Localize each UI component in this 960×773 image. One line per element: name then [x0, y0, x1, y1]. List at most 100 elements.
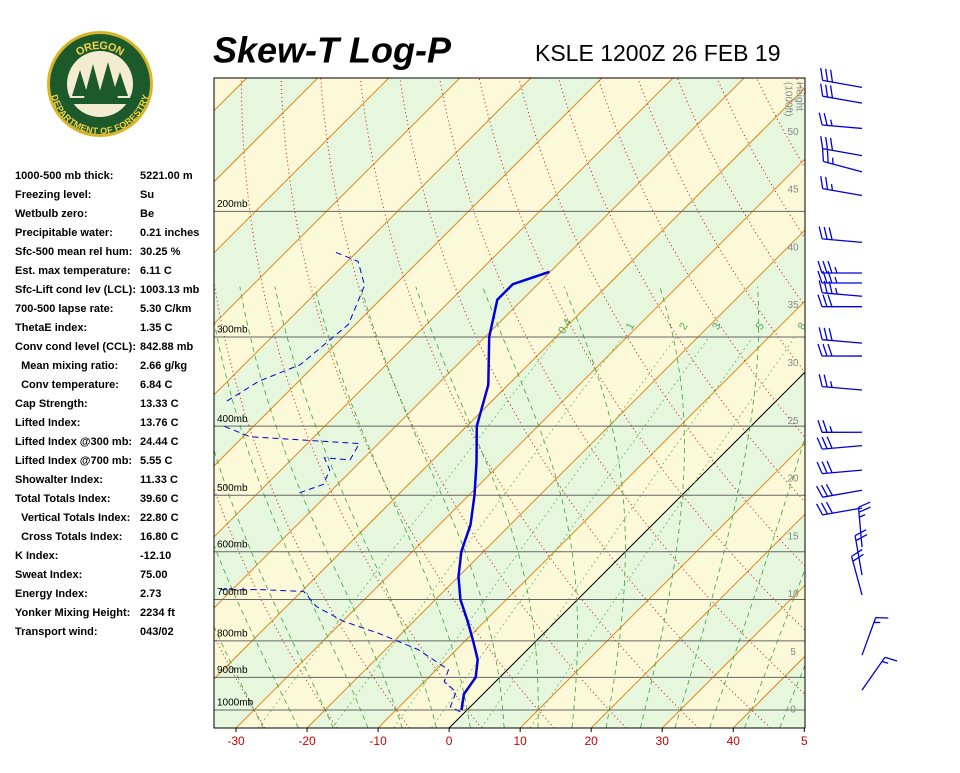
stat-label: Sweat Index: — [15, 569, 82, 581]
stat-value: 39.60 C — [140, 493, 179, 505]
y2-tick-label: 10 — [787, 589, 799, 600]
stat-label: Vertical Totals Index: — [15, 512, 130, 524]
wind-barb — [818, 420, 862, 432]
wind-barb — [862, 657, 897, 690]
y2-tick-label: 15 — [787, 531, 799, 542]
y2-tick-label: 40 — [787, 242, 799, 253]
stat-value: Be — [140, 208, 154, 220]
stat-label: Precipitable water: — [15, 227, 113, 239]
y-tick-label: 600mb — [217, 539, 248, 550]
wind-barb — [817, 437, 862, 449]
moist-adiabat — [815, 287, 960, 728]
wind-barb — [819, 113, 862, 129]
stat-label: Freezing level: — [15, 189, 91, 201]
wind-barb — [818, 344, 862, 356]
x-tick-label: 40 — [727, 734, 741, 748]
stat-value: Su — [140, 189, 154, 201]
logo-ground — [70, 98, 130, 104]
stat-value: -12.10 — [140, 550, 171, 562]
stat-value: 0.21 inches — [140, 227, 199, 239]
wind-barb — [817, 484, 862, 497]
stat-label: Yonker Mixing Height: — [15, 607, 130, 619]
y2-tick-label: 35 — [787, 300, 799, 311]
stat-label: Transport wind: — [15, 626, 98, 638]
wind-barb — [819, 227, 862, 243]
stat-value: 30.25 % — [140, 246, 181, 258]
stat-value: 2.66 g/kg — [140, 360, 187, 372]
y-tick-label: 200mb — [217, 199, 248, 210]
isotherm — [804, 78, 960, 728]
stat-label: Mean mixing ratio: — [15, 360, 118, 372]
stat-label: Conv temperature: — [15, 379, 119, 391]
y-tick-label: 900mb — [217, 665, 248, 676]
stat-label: Energy Index: — [15, 588, 88, 600]
stat-value: 75.00 — [140, 569, 168, 581]
wind-barb — [819, 327, 862, 343]
y2-tick-label: 20 — [787, 474, 799, 485]
y2-tick-label: 5 — [790, 647, 796, 658]
logo: OREGON DEPARTMENT OF FORESTRY — [47, 31, 153, 137]
stat-label: Sfc-500 mean rel hum: — [15, 246, 132, 258]
y2-tick-label: 45 — [787, 185, 799, 196]
y2-tick-label: 30 — [787, 358, 799, 369]
wind-barb — [821, 68, 862, 87]
wind-barb — [821, 176, 862, 195]
wind-barb — [818, 261, 862, 273]
wind-barb — [819, 374, 862, 390]
stat-value: 22.80 C — [140, 512, 179, 524]
stat-value: 16.80 C — [140, 531, 179, 543]
stat-label: Est. max temperature: — [15, 265, 131, 277]
y2-axis-label: (1000ft) — [782, 82, 793, 116]
stat-label: 1000-500 mb thick: — [15, 170, 113, 182]
stat-value: 2.73 — [140, 588, 161, 600]
y2-axis-label: Height — [793, 82, 804, 111]
dry-adiabat — [836, 78, 960, 728]
stat-value: 13.33 C — [140, 398, 179, 410]
dry-adiabat — [876, 78, 960, 728]
stat-label: Lifted Index: — [15, 417, 80, 429]
stat-value: 13.76 C — [140, 417, 179, 429]
x-tick-label: -20 — [298, 734, 316, 748]
y-tick-label: 800mb — [217, 628, 248, 639]
x-tick-label: -30 — [227, 734, 245, 748]
wind-barb — [817, 502, 862, 515]
y2-tick-label: 50 — [787, 127, 799, 138]
wind-barb — [862, 618, 888, 656]
dry-adiabat — [796, 78, 960, 728]
chart-subtitle: KSLE 1200Z 26 FEB 19 — [535, 40, 781, 66]
stat-value: 5.30 C/km — [140, 303, 192, 315]
stat-label: Lifted Index @300 mb: — [15, 436, 132, 448]
moist-adiabat — [885, 287, 960, 728]
y-tick-label: 500mb — [217, 483, 248, 494]
isotherm — [875, 78, 960, 728]
stat-label: Lifted Index @700 mb: — [15, 455, 132, 467]
stat-label: Sfc-Lift cond lev (LCL): — [15, 284, 136, 296]
stat-label: Showalter Index: — [15, 474, 103, 486]
x-tick-label: 20 — [585, 734, 599, 748]
x-tick-label: 30 — [656, 734, 670, 748]
stat-value: 5221.00 m — [140, 170, 193, 182]
temperature-band — [804, 78, 960, 728]
stat-label: Total Totals Index: — [15, 493, 111, 505]
y-tick-label: 1000mb — [217, 698, 254, 709]
stat-label: 700-500 lapse rate: — [15, 303, 113, 315]
stat-value: 24.44 C — [140, 436, 179, 448]
y-tick-label: 300mb — [217, 325, 248, 336]
stat-label: ThetaE index: — [15, 322, 87, 334]
stat-value: 11.33 C — [140, 474, 178, 486]
x-tick-label: 10 — [513, 734, 527, 748]
y2-tick-label: 0 — [790, 705, 796, 716]
stat-value: 1003.13 mb — [140, 284, 200, 296]
chart-title: Skew-T Log-P — [213, 30, 452, 71]
stat-label: K Index: — [15, 550, 58, 562]
x-tick-label: 0 — [446, 734, 453, 748]
x-tick-label: 5 — [801, 734, 808, 748]
stat-label: Cap Strength: — [15, 398, 88, 410]
stat-value: 6.11 C — [140, 265, 172, 277]
stat-value: 6.84 C — [140, 379, 172, 391]
stat-value: 043/02 — [140, 626, 174, 638]
stat-value: 842.88 mb — [140, 341, 193, 353]
stat-value: 2234 ft — [140, 607, 175, 619]
stat-value: 1.35 C — [140, 322, 172, 334]
